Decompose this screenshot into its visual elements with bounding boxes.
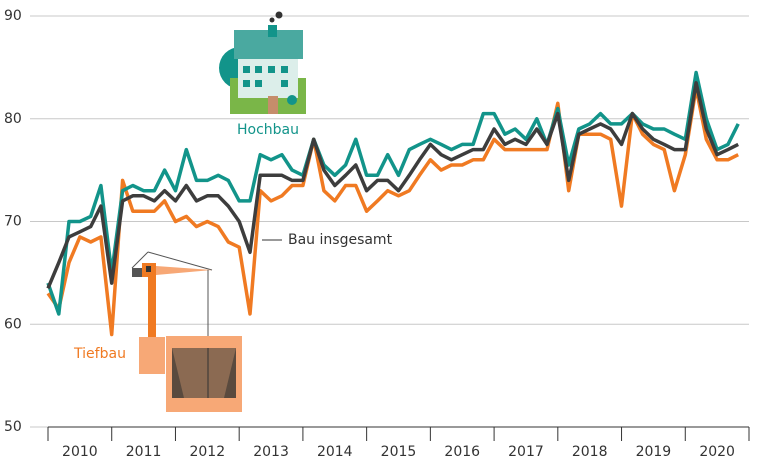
x-tick-label: 2012 [189,444,225,460]
x-tick-label: 2020 [699,444,735,460]
chart: 50 60 70 80 90 2010 2011 2012 2013 2014 2015 2016 20… [0,0,760,462]
x-tick-label: 2014 [317,444,353,460]
x-tick-label: 2013 [253,444,289,460]
y-tick-label: 80 [4,111,22,127]
y-tick-label: 90 [4,8,22,24]
house-illustration [219,12,306,115]
x-tick-label: 2018 [572,444,608,460]
crane-illustration [132,252,242,412]
series-label: Tiefbau [73,346,126,362]
x-tick-label: 2011 [126,444,162,460]
x-tick-label: 2019 [636,444,672,460]
series-label: Bau insgesamt [288,232,393,248]
y-tick-label: 50 [4,419,22,435]
x-tick-label: 2015 [381,444,417,460]
x-tick-label: 2017 [508,444,544,460]
x-tick-label: 2016 [444,444,480,460]
y-tick-label: 70 [4,214,22,230]
y-tick-label: 60 [4,316,22,332]
x-tick-label: 2010 [62,444,98,460]
series-label: Hochbau [237,122,299,138]
